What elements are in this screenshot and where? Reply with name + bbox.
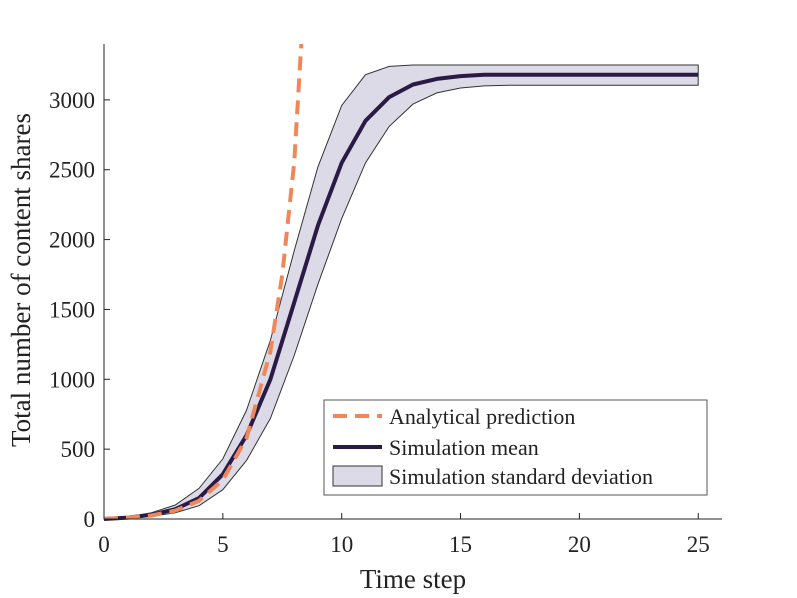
legend-label-std: Simulation standard deviation: [389, 464, 653, 489]
std-band: [103, 64, 699, 520]
x-tick-label: 5: [217, 532, 229, 557]
series-line-analytical: [104, 44, 304, 519]
x-tick-label: 10: [330, 532, 353, 557]
legend: Analytical prediction Simulation mean Si…: [323, 399, 708, 496]
plot-area: [103, 44, 699, 521]
y-tick-label: 0: [84, 507, 96, 532]
legend-patch-swatch: [332, 465, 383, 487]
y-tick-label: 1500: [49, 297, 95, 322]
legend-label-analytical: Analytical prediction: [389, 404, 575, 429]
legend-label-mean: Simulation mean: [389, 435, 539, 460]
x-axis-title: Time step: [360, 564, 466, 594]
y-tick-label: 1000: [49, 367, 95, 392]
legend-box: [323, 399, 708, 496]
y-tick-label: 2500: [49, 158, 95, 183]
y-tick-label: 3000: [49, 88, 95, 113]
axes: 0 5 10 15 20 25 0 500 1000 1500 2000 2500 3000: [49, 44, 722, 557]
x-tick-label: 25: [687, 532, 710, 557]
x-tick-label: 20: [568, 532, 591, 557]
y-tick-label: 2000: [49, 228, 95, 253]
y-axis-title: Total number of content shares: [6, 113, 36, 447]
series-line-mean: [103, 72, 699, 521]
x-tick-label: 15: [449, 532, 472, 557]
x-tick-label: 0: [98, 532, 110, 557]
y-tick-label: 500: [61, 437, 96, 462]
